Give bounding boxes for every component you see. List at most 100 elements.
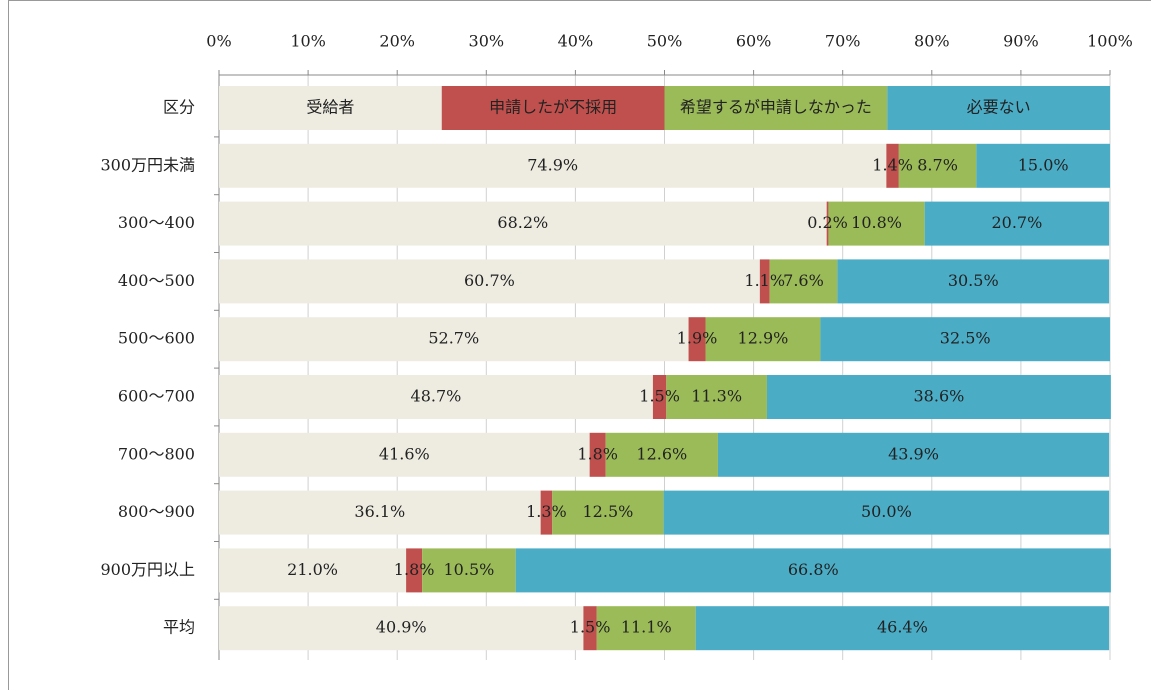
value-label: 48.7%	[411, 387, 462, 406]
value-label: 8.7%	[917, 155, 958, 174]
bar-segment	[695, 606, 1110, 651]
bar-segment	[219, 143, 887, 188]
bar-segment	[219, 548, 407, 593]
bar-segment	[552, 490, 664, 535]
y-tick-label: 800～900	[118, 502, 195, 521]
y-tick-label: 300万円未満	[100, 155, 195, 174]
bar-segment	[652, 375, 667, 419]
value-label: 74.9%	[527, 155, 578, 174]
bar-segment	[219, 490, 541, 535]
value-label: 12.5%	[583, 502, 634, 521]
y-tick-label: 500～600	[118, 329, 195, 348]
bar-segment	[219, 375, 653, 419]
value-label: 50.0%	[861, 502, 912, 521]
bar-segment	[515, 548, 1111, 593]
x-tick-label: 80%	[914, 32, 950, 51]
legend-swatch	[664, 86, 888, 130]
bar-segment	[605, 432, 718, 477]
value-label: 46.4%	[877, 618, 928, 637]
bar-segment	[828, 201, 925, 246]
bar-segment	[666, 375, 767, 419]
value-label: 12.6%	[636, 444, 687, 463]
bar-segment	[769, 259, 838, 304]
legend-label: 希望するが申請しなかった	[680, 98, 872, 117]
y-tick-label: 300～400	[118, 213, 195, 232]
value-label: 10.5%	[444, 560, 495, 579]
x-tick-label: 60%	[736, 32, 772, 51]
y-tick-label: 400～500	[118, 271, 195, 290]
bar-segment	[898, 143, 977, 188]
value-label: 20.7%	[991, 213, 1042, 232]
value-label: 68.2%	[497, 213, 548, 232]
bar-segment	[589, 432, 606, 477]
value-label: 0.2%	[807, 213, 848, 232]
bar-segment	[688, 317, 706, 362]
bar-segment	[219, 432, 590, 477]
y-tick-label: 平均	[163, 618, 195, 637]
bar-segment	[663, 490, 1110, 535]
x-tick-label: 20%	[379, 32, 415, 51]
bar-segment	[976, 143, 1110, 188]
value-label: 41.6%	[379, 444, 430, 463]
bar-segment	[422, 548, 516, 593]
value-label: 38.6%	[914, 387, 965, 406]
bar-segment	[826, 201, 829, 246]
value-label: 11.3%	[691, 387, 742, 406]
y-tick-label: 900万円以上	[100, 560, 195, 579]
legend-swatch	[887, 86, 1110, 130]
value-label: 43.9%	[888, 444, 939, 463]
legend-label: 必要ない	[967, 98, 1031, 117]
bar-segment	[540, 490, 553, 535]
bar-segment	[596, 606, 696, 651]
legend-swatch	[219, 86, 442, 130]
value-label: 32.5%	[940, 329, 991, 348]
value-label: 7.6%	[783, 271, 824, 290]
value-label: 1.8%	[394, 560, 435, 579]
bar-segment	[219, 317, 689, 362]
bar-segment	[766, 375, 1111, 419]
bar-segment	[219, 201, 827, 246]
value-label: 66.8%	[788, 560, 839, 579]
bar-segment	[759, 259, 770, 304]
value-label: 1.4%	[872, 155, 913, 174]
bar-segment	[820, 317, 1110, 362]
bar-segment	[924, 201, 1110, 246]
value-label: 21.0%	[287, 560, 338, 579]
value-label: 1.9%	[677, 329, 718, 348]
bar-segment	[583, 606, 597, 651]
x-tick-label: 70%	[825, 32, 861, 51]
x-tick-label: 50%	[647, 32, 683, 51]
legend-label: 受給者	[306, 98, 354, 117]
bar-segment	[886, 143, 899, 188]
value-label: 1.1%	[744, 271, 785, 290]
x-tick-label: 0%	[206, 32, 231, 51]
legend-label: 申請したが不採用	[489, 98, 617, 117]
x-tick-label: 100%	[1087, 32, 1133, 51]
y-tick-label: 700～800	[118, 444, 195, 463]
value-label: 1.5%	[639, 387, 680, 406]
bar-segment	[219, 259, 760, 304]
value-label: 30.5%	[948, 271, 999, 290]
value-label: 60.7%	[464, 271, 515, 290]
bar-segment	[219, 606, 584, 651]
value-label: 15.0%	[1018, 155, 1069, 174]
bar-segment	[717, 432, 1110, 477]
bar-segment	[837, 259, 1110, 304]
value-label: 36.1%	[354, 502, 405, 521]
value-label: 1.5%	[570, 618, 611, 637]
x-tick-label: 40%	[558, 32, 594, 51]
value-label: 40.9%	[376, 618, 427, 637]
x-tick-label: 90%	[1003, 32, 1039, 51]
bar-segment	[406, 548, 423, 593]
header-label: 区分	[163, 98, 195, 117]
x-tick-label: 30%	[469, 32, 505, 51]
y-tick-label: 600～700	[118, 387, 195, 406]
value-label: 10.8%	[851, 213, 902, 232]
value-label: 12.9%	[738, 329, 789, 348]
chart-frame	[8, 0, 1151, 690]
value-label: 1.8%	[577, 444, 618, 463]
value-label: 11.1%	[621, 618, 672, 637]
x-tick-label: 10%	[290, 32, 326, 51]
value-label: 1.3%	[526, 502, 567, 521]
